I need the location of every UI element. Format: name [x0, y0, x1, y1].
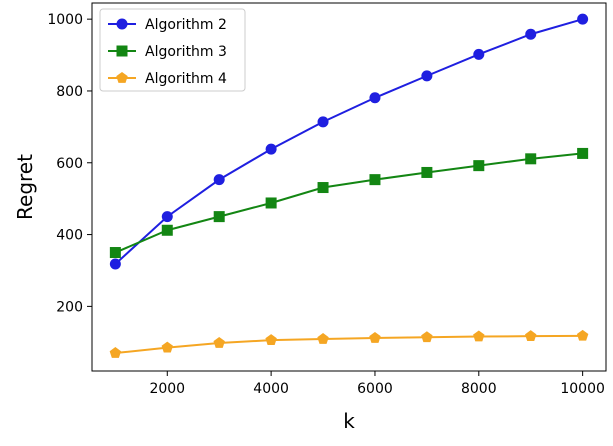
series-line-algorithm-3 — [114, 152, 583, 254]
data-point-algorithm-4 — [525, 330, 537, 342]
data-point-algorithm-3 — [161, 224, 173, 236]
series-algorithm-4 — [109, 329, 589, 358]
series-algorithm-2 — [109, 13, 589, 270]
legend: Algorithm 2 Algorithm 3 Algorithm 4 — [99, 8, 246, 92]
data-point-algorithm-3 — [421, 166, 433, 178]
legend-label: Algorithm 3 — [145, 44, 227, 60]
y-tick-label: 400 — [56, 228, 83, 244]
legend-marker — [116, 18, 128, 30]
y-axis-label: Regret — [13, 154, 37, 220]
data-point-algorithm-2 — [421, 70, 433, 82]
legend-label: Algorithm 4 — [145, 71, 227, 87]
data-point-algorithm-2 — [473, 48, 485, 60]
data-point-algorithm-2 — [265, 143, 277, 155]
data-point-algorithm-4 — [265, 334, 277, 345]
data-point-algorithm-4 — [161, 341, 173, 353]
data-point-algorithm-4 — [369, 331, 381, 343]
y-axis: 200 400 600 800 1000 — [47, 12, 92, 315]
data-point-algorithm-2 — [369, 92, 381, 104]
data-point-algorithm-3 — [213, 211, 225, 223]
series-layer — [109, 13, 589, 358]
data-point-algorithm-3 — [369, 174, 381, 186]
x-tick-label: 2000 — [149, 381, 185, 397]
x-tick-label: 4000 — [253, 381, 289, 397]
data-point-algorithm-2 — [161, 211, 173, 223]
legend-marker — [116, 72, 128, 83]
y-tick-label: 600 — [56, 156, 83, 172]
series-algorithm-3 — [109, 147, 589, 259]
y-tick-label: 1000 — [47, 12, 83, 28]
data-point-algorithm-3 — [109, 247, 121, 259]
legend-item-algorithm-2: Algorithm 2 — [108, 17, 227, 33]
plot-frame — [91, 2, 607, 372]
data-point-algorithm-3 — [473, 160, 485, 172]
x-tick-label: 8000 — [461, 381, 497, 397]
data-point-algorithm-4 — [473, 330, 485, 342]
legend-item-algorithm-3: Algorithm 3 — [108, 44, 227, 60]
data-point-algorithm-4 — [317, 333, 329, 344]
data-point-algorithm-4 — [576, 329, 589, 341]
legend-item-algorithm-4: Algorithm 4 — [108, 71, 227, 87]
legend-label: Algorithm 2 — [145, 17, 227, 33]
series-line-algorithm-4 — [115, 334, 583, 355]
x-axis: 2000 4000 6000 8000 10000 — [149, 371, 605, 397]
data-point-algorithm-2 — [525, 28, 537, 40]
y-tick-label: 200 — [56, 299, 83, 315]
data-point-algorithm-3 — [265, 197, 277, 209]
data-point-algorithm-3 — [577, 147, 589, 159]
data-point-algorithm-2 — [317, 116, 329, 128]
x-axis-label: k — [343, 409, 355, 433]
data-point-algorithm-2 — [213, 174, 225, 186]
data-point-algorithm-3 — [525, 153, 537, 165]
data-point-algorithm-4 — [109, 347, 122, 358]
x-tick-label: 10000 — [560, 381, 605, 397]
x-tick-label: 6000 — [357, 381, 393, 397]
data-point-algorithm-2 — [577, 13, 589, 25]
legend-marker — [116, 45, 128, 57]
legend-box — [99, 8, 246, 92]
data-point-algorithm-4 — [213, 337, 225, 348]
data-point-algorithm-3 — [317, 182, 329, 194]
data-point-algorithm-4 — [421, 331, 433, 343]
series-line-algorithm-2 — [114, 18, 583, 265]
y-tick-label: 800 — [56, 84, 83, 100]
data-point-algorithm-2 — [109, 258, 121, 270]
